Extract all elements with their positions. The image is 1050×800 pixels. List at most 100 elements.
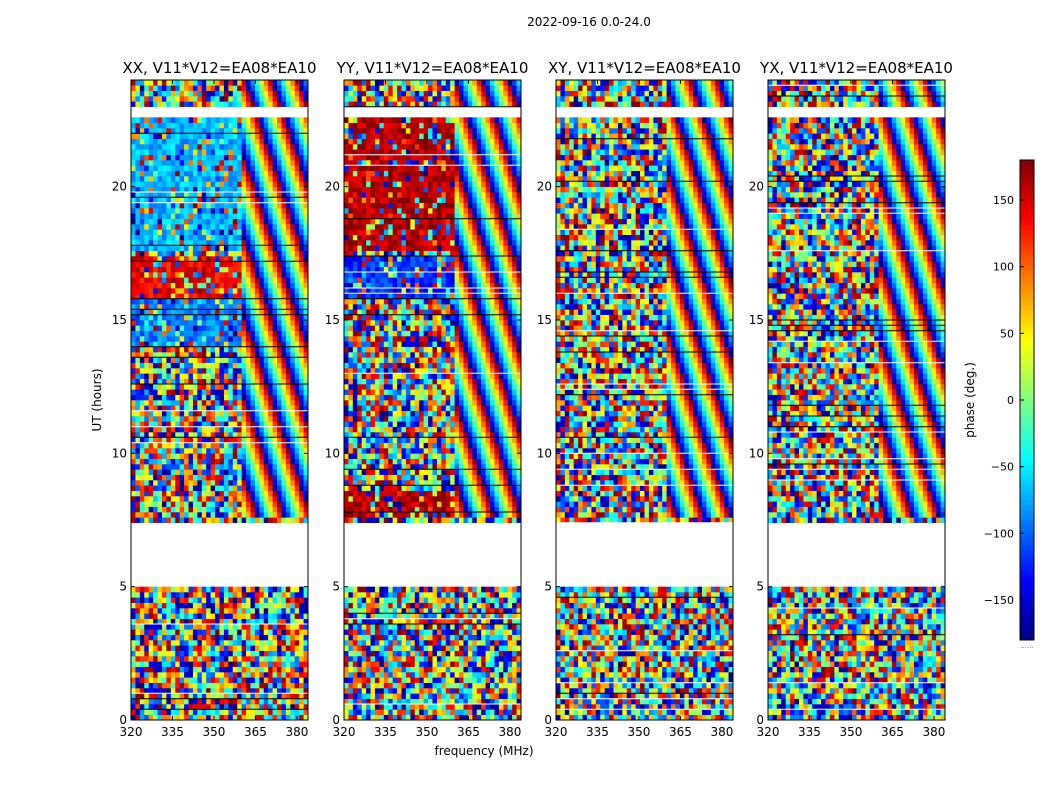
heatmap-cell — [290, 586, 296, 593]
heatmap-cell — [139, 485, 145, 491]
heatmap-cell — [210, 442, 216, 449]
heatmap-cell — [223, 501, 229, 507]
heatmap-cell — [281, 666, 287, 673]
heatmap-cell — [268, 608, 273, 614]
heatmap-cell — [135, 96, 141, 102]
heatmap-cell — [290, 453, 296, 459]
heatmap-cell — [268, 426, 273, 433]
heatmap-cell — [210, 517, 216, 523]
heatmap-cell — [237, 192, 242, 198]
heatmap-cell — [290, 640, 296, 646]
heatmap-row — [131, 234, 309, 241]
heatmap-cell — [285, 469, 291, 475]
heatmap-cell — [135, 426, 141, 433]
heatmap-cell — [175, 501, 180, 507]
heatmap-cell — [153, 517, 158, 523]
heatmap-cell — [131, 362, 136, 369]
heatmap-row — [131, 421, 309, 428]
heatmap-cell — [450, 698, 455, 705]
heatmap-cell — [259, 704, 265, 710]
heatmap-cell — [197, 389, 203, 395]
heatmap-cell — [268, 490, 273, 497]
heatmap-cell — [184, 586, 189, 593]
heatmap-cell — [161, 240, 167, 246]
heatmap-cell — [197, 437, 203, 443]
heatmap-cell — [294, 336, 300, 342]
heatmap-cell — [277, 682, 282, 689]
heatmap-cell — [148, 613, 154, 619]
heatmap-cell — [188, 453, 194, 459]
heatmap-cell — [463, 688, 469, 694]
heatmap-cell — [206, 192, 211, 198]
heatmap-cell — [277, 336, 282, 342]
heatmap-cell — [263, 282, 269, 289]
heatmap-cell — [419, 645, 424, 651]
heatmap-cell — [192, 186, 198, 193]
heatmap-cell — [459, 682, 464, 689]
heatmap-cell — [144, 346, 149, 353]
heatmap-cell — [166, 293, 172, 299]
heatmap-cell — [157, 421, 163, 427]
heatmap-cell — [197, 266, 203, 273]
heatmap-cell — [285, 512, 291, 518]
heatmap-cell — [157, 464, 163, 470]
heatmap-cell — [206, 309, 211, 315]
heatmap-cell — [188, 410, 194, 417]
heatmap-cell — [135, 640, 141, 646]
heatmap-cell — [131, 480, 136, 486]
heatmap-cell — [490, 704, 495, 710]
heatmap-cell — [215, 480, 220, 486]
heatmap-cell — [131, 144, 136, 150]
heatmap-cell — [157, 672, 163, 678]
heatmap-cell — [144, 464, 149, 470]
heatmap-cell — [228, 618, 234, 625]
heatmap-cell — [281, 186, 287, 193]
heatmap-cell — [153, 288, 158, 294]
heatmap-cell — [392, 645, 398, 651]
heatmap-cell — [299, 517, 304, 523]
heatmap-cell — [201, 266, 207, 273]
heatmap-cell — [188, 250, 194, 257]
heatmap-cell — [206, 496, 211, 502]
heatmap-cell — [241, 213, 247, 219]
heatmap-cell — [175, 202, 180, 209]
heatmap-cell — [294, 634, 300, 641]
heatmap-cell — [303, 480, 309, 486]
heatmap-cell — [268, 213, 273, 219]
heatmap-cell — [268, 448, 273, 454]
heatmap-cell — [459, 698, 464, 705]
heatmap-cell — [201, 426, 207, 433]
heatmap-cell — [246, 261, 251, 267]
heatmap-cell — [188, 122, 194, 129]
heatmap-cell — [157, 389, 163, 395]
heatmap-cell — [184, 240, 189, 246]
heatmap-cell — [179, 698, 185, 705]
heatmap-cell — [210, 176, 216, 182]
heatmap-cell — [401, 709, 407, 715]
heatmap-cell — [197, 346, 203, 353]
heatmap-cell — [144, 506, 149, 513]
heatmap-cell — [219, 160, 225, 166]
heatmap-cell — [148, 442, 154, 449]
heatmap-cell — [175, 458, 180, 465]
heatmap-cell — [268, 405, 273, 411]
heatmap-cell — [410, 645, 416, 651]
heatmap-cell — [201, 80, 207, 86]
heatmap-cell — [188, 421, 194, 427]
y-tick-label: 0 — [119, 713, 127, 727]
heatmap-cell — [294, 640, 300, 646]
heatmap-cell — [223, 218, 229, 225]
heatmap-cell — [153, 314, 158, 321]
heatmap-cell — [268, 186, 273, 193]
heatmap-cell — [281, 714, 287, 721]
heatmap-cell — [161, 245, 167, 251]
heatmap-cell — [188, 698, 194, 705]
heatmap-cell — [344, 688, 349, 694]
heatmap-cell — [232, 677, 238, 683]
heatmap-cell — [219, 389, 225, 395]
heatmap-cell — [272, 149, 278, 155]
heatmap-cell — [254, 117, 260, 123]
heatmap-cell — [303, 400, 309, 406]
heatmap-cell — [206, 469, 211, 475]
heatmap-cell — [188, 480, 194, 486]
